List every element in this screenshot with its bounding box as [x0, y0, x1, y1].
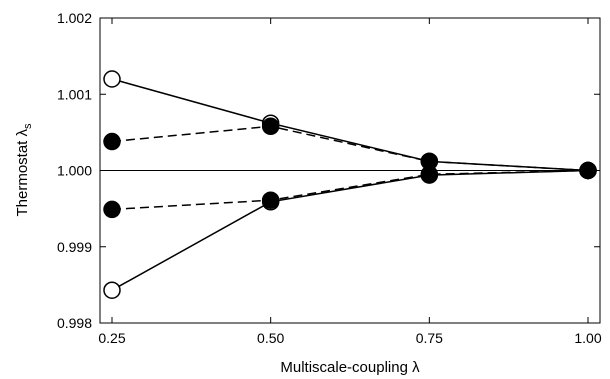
data-point-series-1 — [103, 70, 121, 88]
series-lines — [111, 78, 589, 291]
y-tick-label: 0.999 — [57, 239, 92, 255]
plot-area: 0.25 0.50 0.75 1.00 0.998 0.999 1.000 1.001 1.0… — [57, 10, 602, 346]
x-axis: 0.25 0.50 0.75 1.00 — [98, 18, 602, 346]
series-line-1 — [111, 78, 589, 172]
y-axis-title-main: Thermostat λ — [14, 128, 31, 216]
data-point-series-4 — [420, 165, 439, 184]
x-tick-label: 0.25 — [98, 330, 125, 346]
data-point-series-2 — [103, 281, 121, 299]
y-tick-label: 1.001 — [57, 86, 92, 102]
data-point-series-4 — [579, 161, 597, 180]
data-point-series-4 — [261, 191, 280, 209]
y-tick-label: 1.000 — [57, 163, 92, 179]
data-point-series-4 — [103, 200, 121, 219]
x-tick-label: 0.75 — [416, 330, 443, 346]
x-axis-title: Multiscale-coupling λ — [280, 359, 420, 376]
x-tick-label: 1.00 — [574, 330, 601, 346]
data-point-series-3 — [261, 117, 280, 136]
data-point-series-3 — [103, 132, 121, 151]
x-tick-label: 0.50 — [257, 330, 284, 346]
y-axis-title-subscript: s — [22, 123, 34, 129]
series-line-3 — [111, 125, 589, 172]
y-axis-title: Thermostat λs — [14, 123, 34, 217]
y-axis: 0.998 0.999 1.000 1.001 1.002 — [57, 10, 600, 331]
series-markers — [103, 70, 597, 299]
series-line-4 — [111, 169, 589, 211]
y-tick-label: 1.002 — [57, 10, 92, 26]
series-line-2 — [111, 169, 589, 291]
y-tick-label: 0.998 — [57, 315, 92, 331]
